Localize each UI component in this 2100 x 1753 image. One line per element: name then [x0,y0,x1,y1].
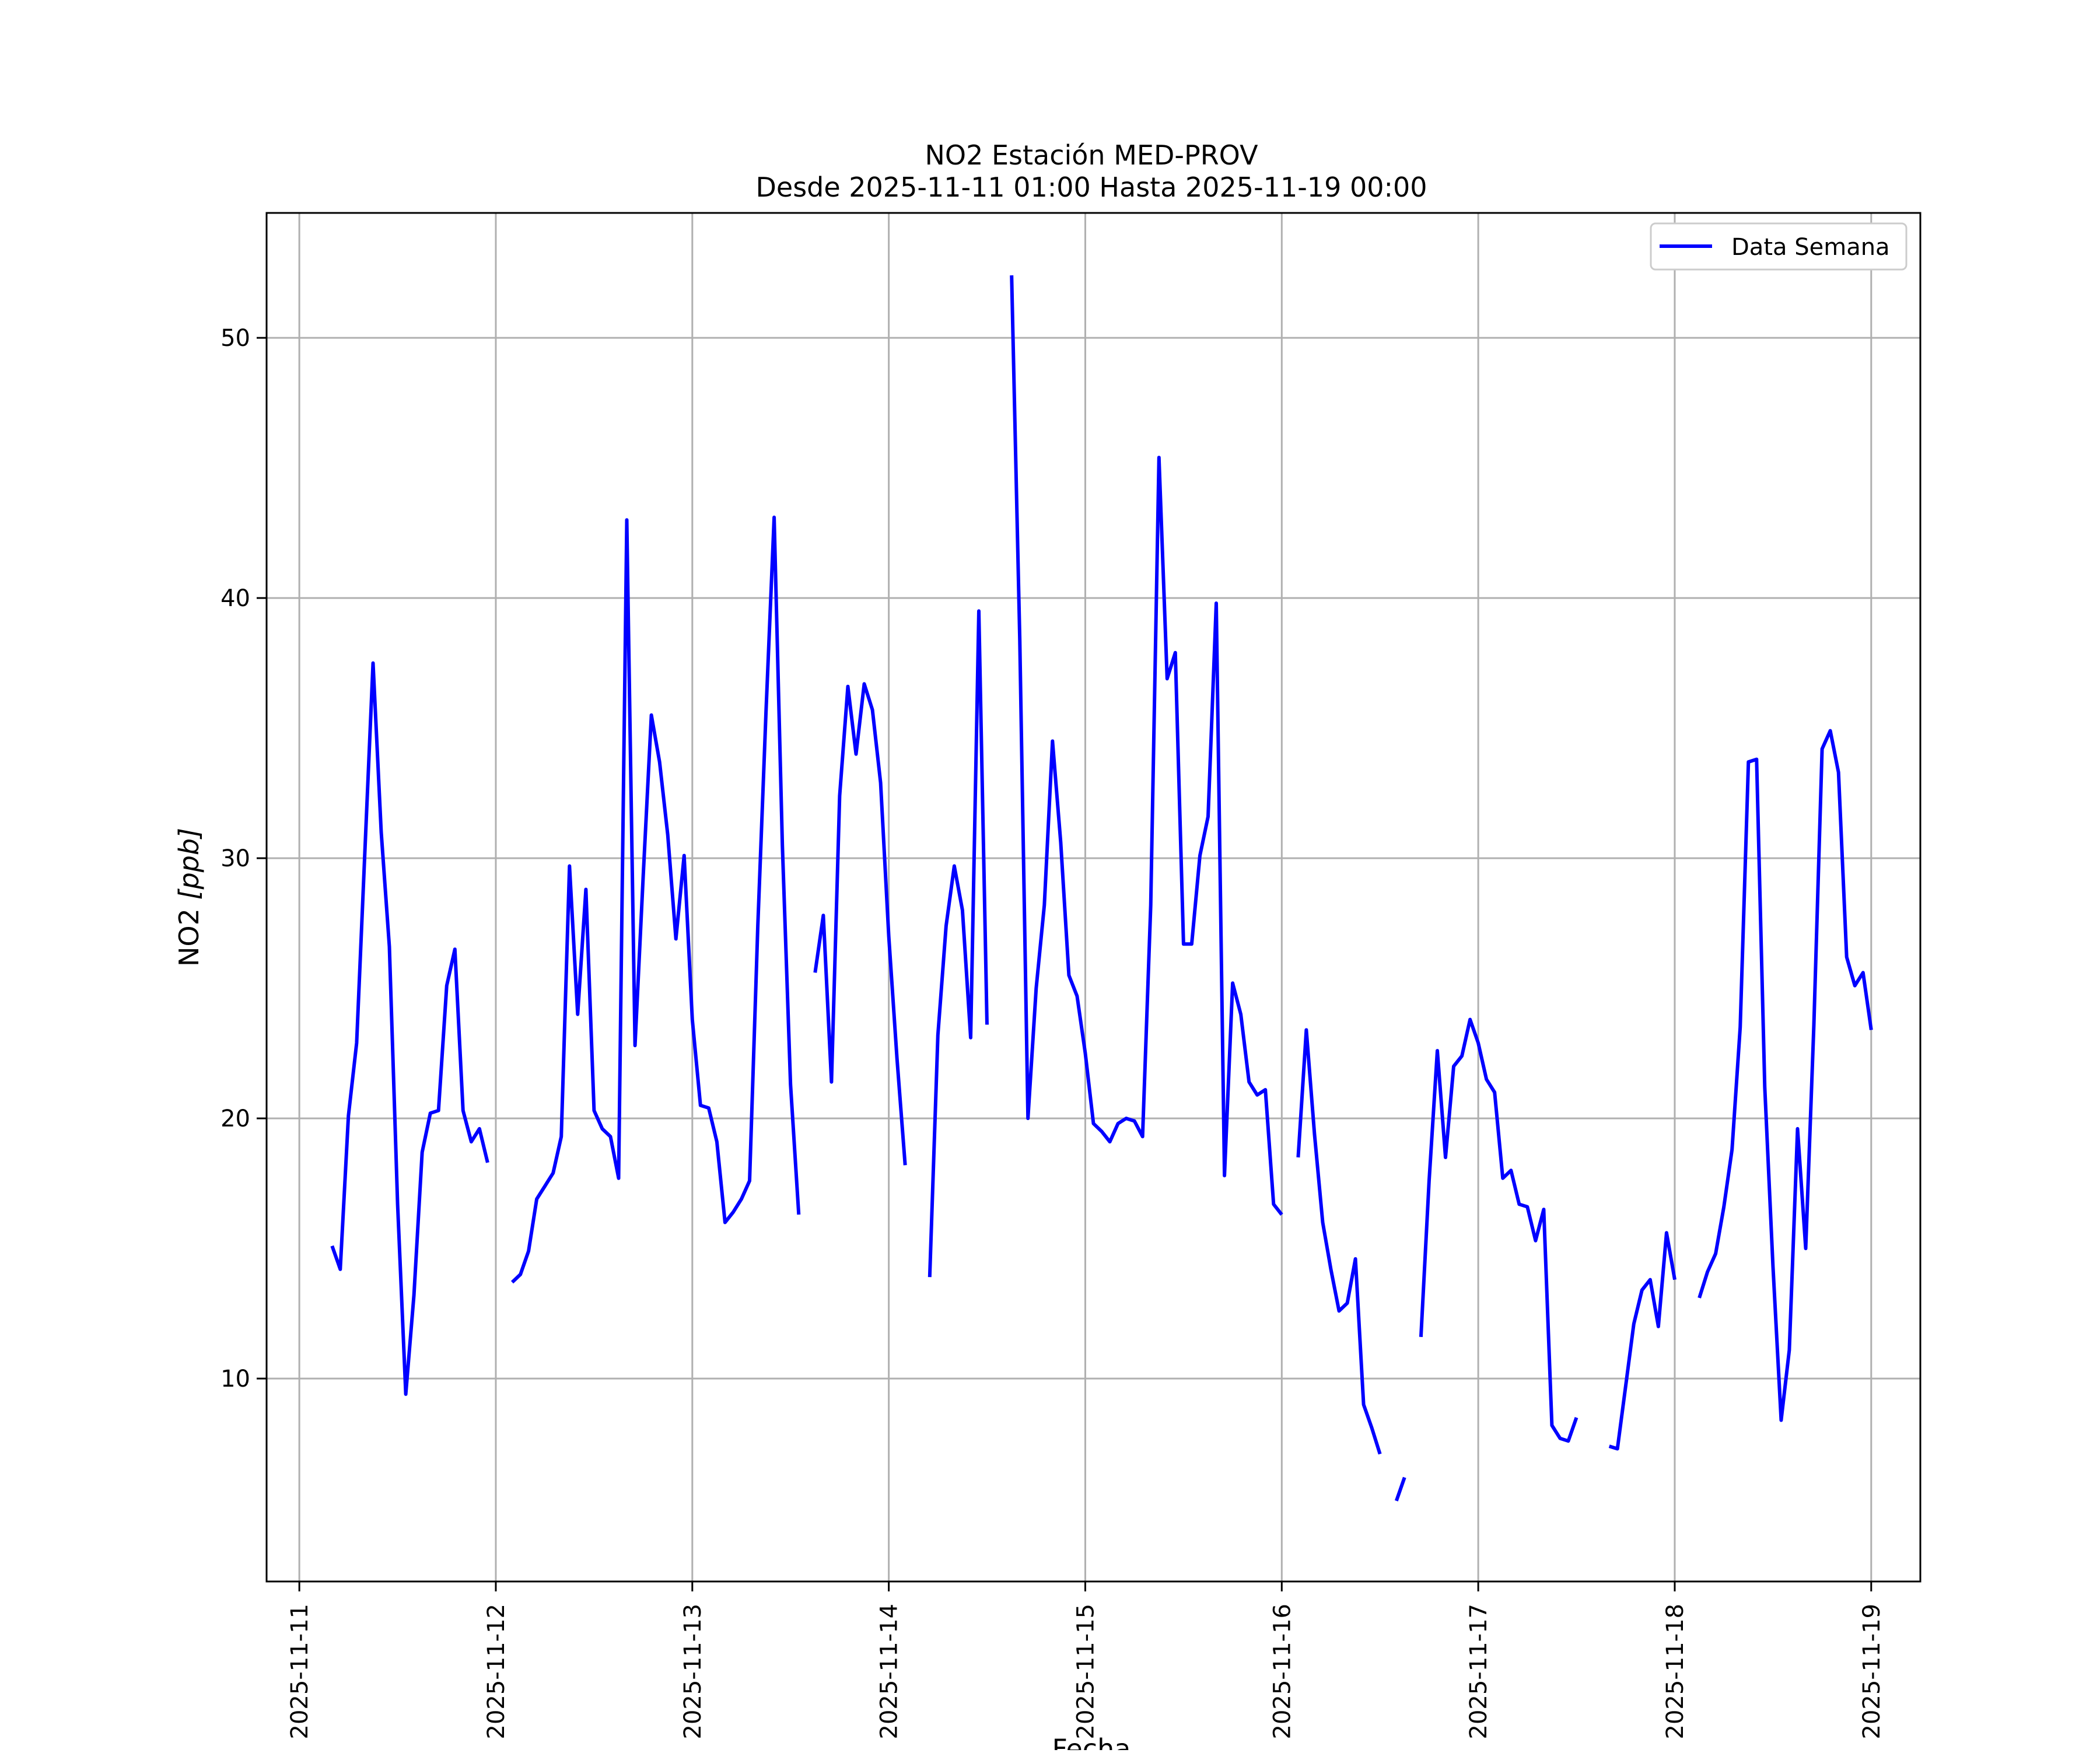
series-line-segment [1419,1017,1578,1443]
y-tick-label: 40 [220,585,250,612]
legend-label: Data Semana [1731,234,1890,261]
series-line-segment [1698,729,1873,1422]
y-tick-label: 20 [220,1105,250,1132]
y-axis-label-unit: [ppb] [173,828,205,900]
y-axis-label: NO2 [ppb] [173,828,205,967]
x-tick-label: 2025-11-18 [1662,1604,1689,1739]
series-data-semana [330,275,1873,1502]
y-axis-label-main: NO2 [173,900,205,967]
y-tick-label: 10 [220,1366,250,1392]
series-line-segment [928,609,989,1278]
chart-title: NO2 Estación MED-PROV [925,139,1258,171]
x-tick-label: 2025-11-16 [1269,1604,1296,1739]
y-tick-label: 30 [220,845,250,872]
y-axis: 10 20 30 40 50 [220,325,267,1392]
x-tick-label: 2025-11-17 [1465,1604,1492,1739]
x-tick-label: 2025-11-11 [286,1604,313,1739]
legend-box [1650,222,1908,271]
series-line-segment [813,682,907,1166]
legend: Data Semana [1650,222,1908,271]
series-line-segment [1608,1231,1676,1451]
series-line-segment [1394,1476,1406,1502]
x-tick-label: 2025-11-15 [1072,1604,1099,1739]
x-tick-label: 2025-11-13 [680,1604,706,1739]
series-line-segment [330,661,489,1396]
y-tick-label: 50 [220,325,250,352]
x-axis: 2025-11-11 2025-11-12 2025-11-13 2025-11-14… [286,1581,1885,1739]
x-tick-label: 2025-11-14 [876,1604,903,1739]
series-line-segment [1296,1028,1382,1455]
x-tick-label: 2025-11-12 [483,1604,510,1739]
x-tick-label: 2025-11-19 [1859,1604,1885,1739]
series-line-segment [1010,275,1283,1216]
series-line-segment [510,515,801,1284]
plot-frame [265,212,1922,1583]
x-axis-label: Fecha [1052,1733,1131,1750]
chart-subtitle: Desde 2025-11-11 01:00 Hasta 2025-11-19 … [755,172,1427,203]
